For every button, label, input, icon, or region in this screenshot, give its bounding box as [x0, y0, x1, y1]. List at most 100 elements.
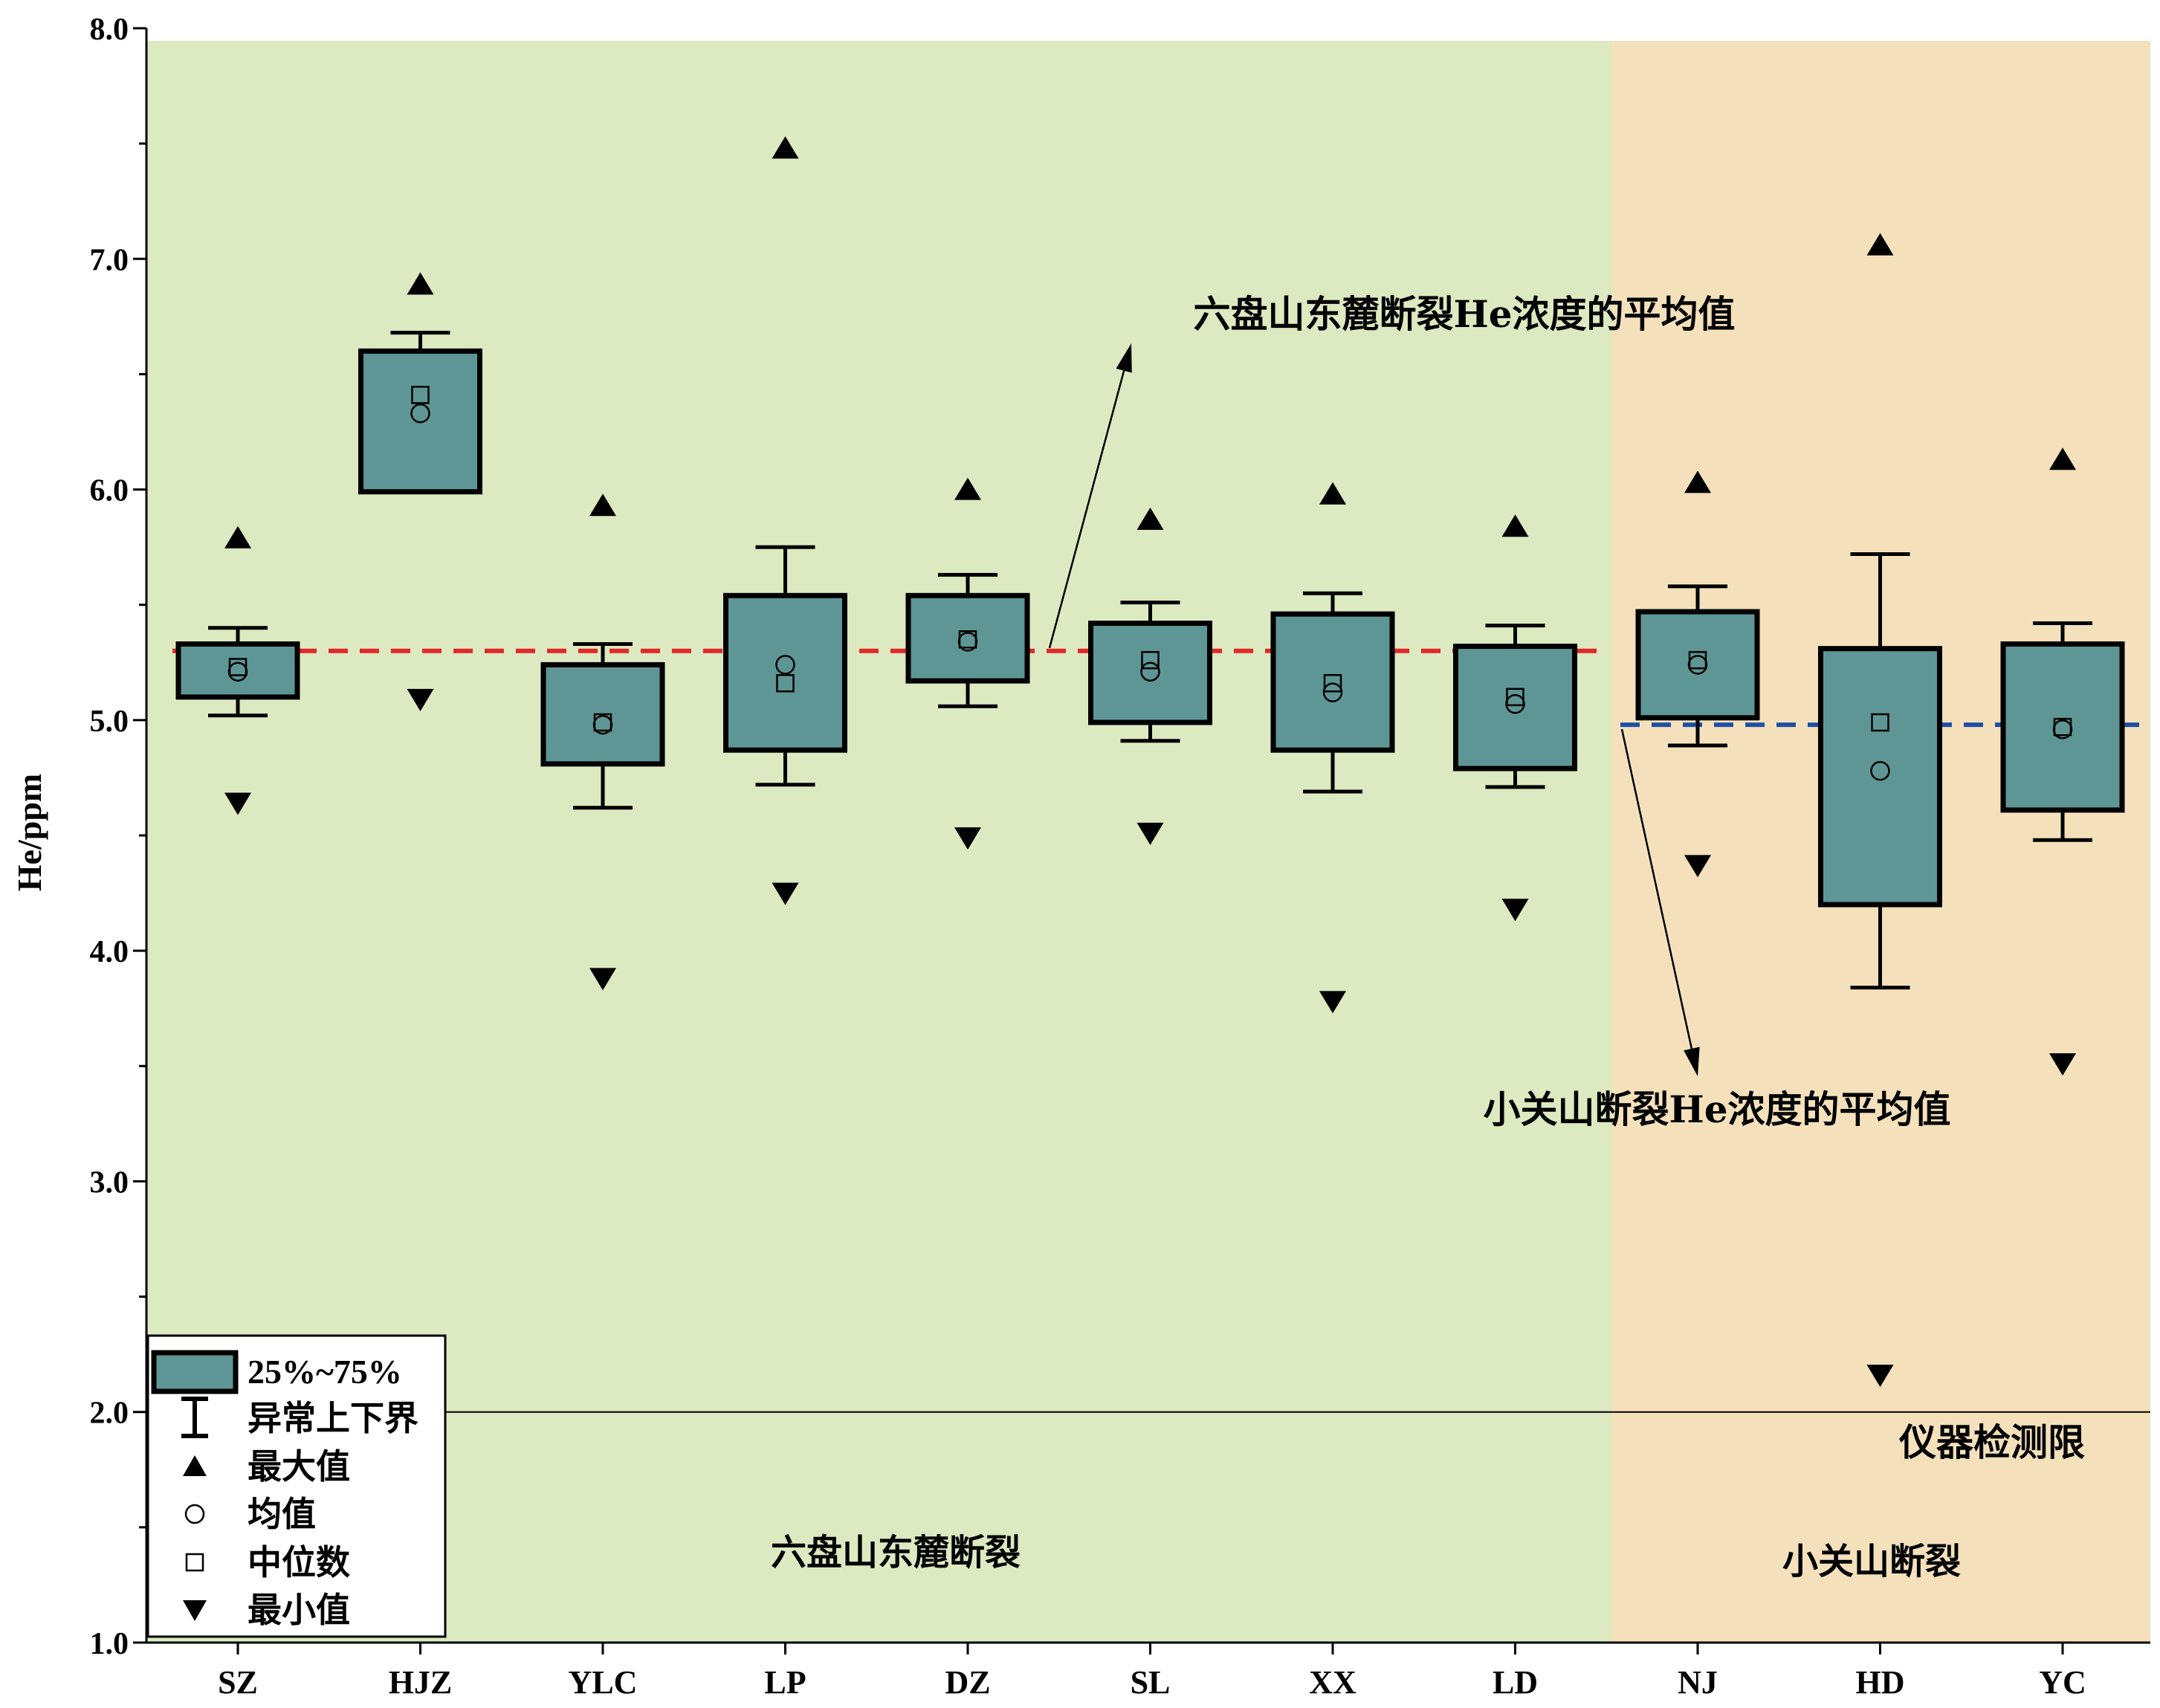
y-tick-label: 1.0	[90, 1627, 129, 1661]
box-LD	[1453, 514, 1577, 922]
median-marker	[776, 673, 795, 693]
legend-item: 中位数	[185, 1542, 350, 1582]
median-marker	[1506, 688, 1524, 707]
max-marker	[954, 477, 981, 500]
iqr-box	[1453, 644, 1577, 771]
min-marker	[407, 688, 434, 711]
legend-item: 最小值	[183, 1590, 350, 1630]
max-marker	[1136, 507, 1164, 530]
annotations: 六盘山东麓断裂He浓度的平均值 小关山断裂He浓度的平均值 仪器检测限 六盘山东…	[10, 292, 2085, 1582]
mean-marker	[410, 403, 430, 424]
legend-label: 中位数	[248, 1542, 350, 1582]
iqr-box	[1818, 646, 1942, 908]
box-LP	[723, 136, 847, 905]
x-tick-label: LD	[1493, 1664, 1538, 1701]
legend-circle-icon	[184, 1504, 205, 1524]
y-tick-label: 4.0	[90, 935, 129, 969]
y-tick-label: 5.0	[90, 705, 129, 739]
xiaoguanshan-mean-arrow	[1620, 728, 1700, 1076]
legend-label: 最大值	[248, 1446, 350, 1487]
y-tick-label: 8.0	[90, 13, 129, 47]
x-tick-label: YLC	[569, 1664, 638, 1701]
liupanshan-mean-annotation: 六盘山东麓断裂He浓度的平均值	[1193, 292, 1735, 336]
mean-marker	[1322, 682, 1343, 702]
max-marker	[1866, 233, 1894, 256]
mean-marker	[592, 714, 613, 735]
min-marker	[954, 827, 981, 850]
y-axis-label: He/ppm	[10, 774, 48, 891]
min-marker	[772, 882, 799, 905]
box-YLC	[540, 494, 665, 991]
mean-marker	[957, 632, 978, 652]
box-series	[175, 136, 2125, 1388]
xiaoguanshan-mean-annotation: 小关山断裂He浓度的平均值	[1483, 1087, 1950, 1131]
detection-limit-label: 仪器检测限	[1898, 1420, 2085, 1464]
min-marker	[1684, 855, 1711, 878]
box-XX	[1270, 482, 1395, 1014]
x-tick-label: SZ	[218, 1664, 258, 1701]
x-tick-label: HJZ	[389, 1664, 453, 1701]
iqr-box	[1270, 611, 1395, 753]
median-marker	[1323, 673, 1342, 693]
x-tick-label: DZ	[945, 1664, 990, 1701]
box-NJ	[1635, 470, 1760, 878]
max-marker	[589, 494, 616, 517]
mean-marker	[1687, 655, 1708, 675]
legend-triangle-up-icon	[183, 1455, 207, 1476]
box-HD	[1818, 233, 1942, 1388]
legend-label: 最小值	[248, 1590, 350, 1630]
iqr-box	[1088, 621, 1212, 725]
x-tick-label: YC	[2039, 1664, 2086, 1701]
min-marker	[1319, 991, 1346, 1014]
median-marker	[1871, 713, 1889, 732]
iqr-box	[1635, 609, 1760, 721]
iqr-box	[905, 592, 1030, 684]
legend-box-swatch	[151, 1350, 239, 1394]
x-tick-label: NJ	[1678, 1664, 1718, 1701]
legend-item: 25%~75%	[151, 1350, 402, 1394]
iqr-box	[2000, 641, 2125, 813]
axes: 1.0 2.0 3.0 4.0 5.0 6.0 7.0 8.0 SZ HJZ YLC LP DZ SL XX…	[90, 13, 2150, 1701]
max-marker	[772, 136, 799, 159]
arrow-head	[1684, 1047, 1700, 1076]
median-marker	[411, 386, 430, 404]
min-marker	[1501, 899, 1529, 922]
legend-item: 异常上下界	[181, 1397, 418, 1438]
min-marker	[1136, 822, 1164, 845]
legend-label: 异常上下界	[248, 1398, 418, 1438]
xiaoguanshan-region-label: 小关山断裂	[1782, 1541, 1961, 1582]
max-marker	[224, 525, 251, 549]
liupanshan-mean-arrow	[1048, 343, 1132, 649]
liupanshan-region-label: 六盘山东麓断裂	[771, 1532, 1021, 1573]
max-marker	[1501, 514, 1529, 537]
legend-label: 25%~75%	[248, 1353, 402, 1391]
y-tick-label: 6.0	[90, 474, 129, 508]
min-marker	[1866, 1365, 1894, 1388]
max-marker	[1319, 482, 1346, 505]
legend-item: 均值	[184, 1494, 316, 1534]
mean-marker	[2052, 719, 2073, 740]
min-marker	[589, 968, 616, 991]
box-DZ	[905, 477, 1030, 850]
min-marker	[224, 792, 251, 815]
mean-marker	[1870, 760, 1890, 781]
arrow-head	[1116, 343, 1132, 373]
legend-item: 最大值	[183, 1446, 350, 1487]
box-YC	[2000, 447, 2125, 1076]
mean-marker	[1505, 693, 1525, 714]
box-SL	[1088, 507, 1212, 845]
legend-triangle-down-icon	[183, 1600, 207, 1621]
legend-square-icon	[185, 1553, 204, 1572]
iqr-box	[175, 641, 300, 700]
y-tick-label: 7.0	[90, 243, 129, 277]
max-marker	[1684, 470, 1711, 494]
min-marker	[2049, 1053, 2076, 1076]
box-HJZ	[358, 272, 482, 711]
legend-label: 均值	[248, 1494, 316, 1534]
box-SZ	[175, 525, 300, 815]
x-tick-label: XX	[1309, 1664, 1357, 1701]
mean-marker	[1140, 661, 1160, 682]
y-tick-label: 3.0	[90, 1165, 129, 1200]
x-tick-label: HD	[1856, 1664, 1905, 1701]
